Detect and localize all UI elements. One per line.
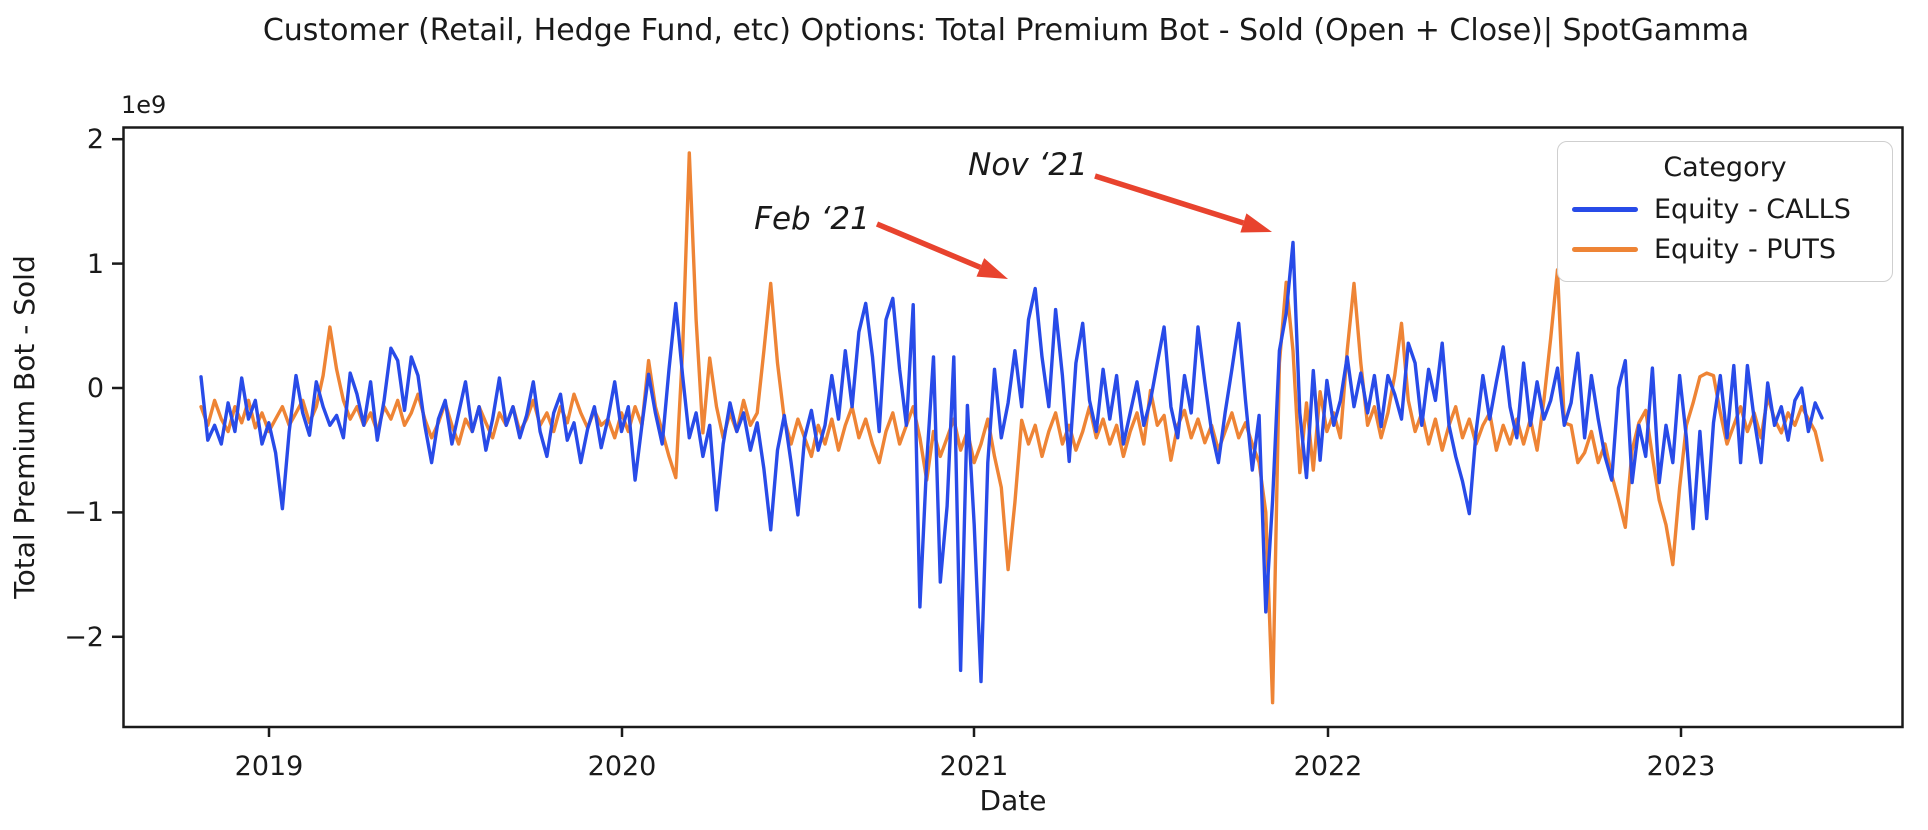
legend-swatch-calls — [1572, 206, 1638, 212]
legend: Category Equity - CALLS Equity - PUTS — [1557, 141, 1893, 282]
x-tick-2020: 2020 — [588, 751, 657, 782]
series-line-equity-calls — [199, 240, 1824, 684]
legend-label-calls: Equity - CALLS — [1654, 193, 1851, 225]
x-tick-labels: 2019 2020 2021 2022 2023 — [235, 751, 1716, 782]
annotation-feb-21: Feb ‘21 — [754, 201, 1008, 279]
y-tick-marks — [112, 137, 123, 639]
plot-frame — [122, 126, 1904, 729]
annotation-nov-21: Nov ‘21 — [968, 147, 1272, 233]
legend-label-puts: Equity - PUTS — [1654, 233, 1836, 265]
legend-entry-puts: Equity - PUTS — [1572, 229, 1878, 269]
x-tick-2023: 2023 — [1647, 751, 1716, 782]
x-tick-2022: 2022 — [1294, 751, 1363, 782]
x-tick-2019: 2019 — [235, 751, 304, 782]
legend-entry-calls: Equity - CALLS — [1572, 189, 1878, 229]
x-tick-2021: 2021 — [940, 751, 1009, 782]
y-axis-offset-label: 1e9 — [121, 91, 166, 119]
y-tick-neg1: −1 — [64, 497, 104, 528]
y-tick-1: 1 — [87, 249, 104, 280]
legend-title: Category — [1663, 152, 1787, 183]
y-tick-neg2: −2 — [64, 622, 104, 653]
annotation-feb-21-label: Feb ‘21 — [754, 201, 870, 237]
y-axis-label: Total Premium Bot - Sold — [8, 255, 41, 599]
annotation-nov-21-label: Nov ‘21 — [968, 147, 1088, 183]
x-axis-label: Date — [980, 784, 1047, 817]
legend-swatch-puts — [1572, 246, 1638, 252]
x-tick-marks — [267, 727, 1683, 737]
y-tick-2: 2 — [87, 124, 104, 155]
y-tick-labels: 2 1 0 −1 −2 — [64, 124, 104, 653]
y-tick-0: 0 — [87, 373, 104, 404]
page-title: Customer (Retail, Hedge Fund, etc) Optio… — [263, 13, 1749, 48]
